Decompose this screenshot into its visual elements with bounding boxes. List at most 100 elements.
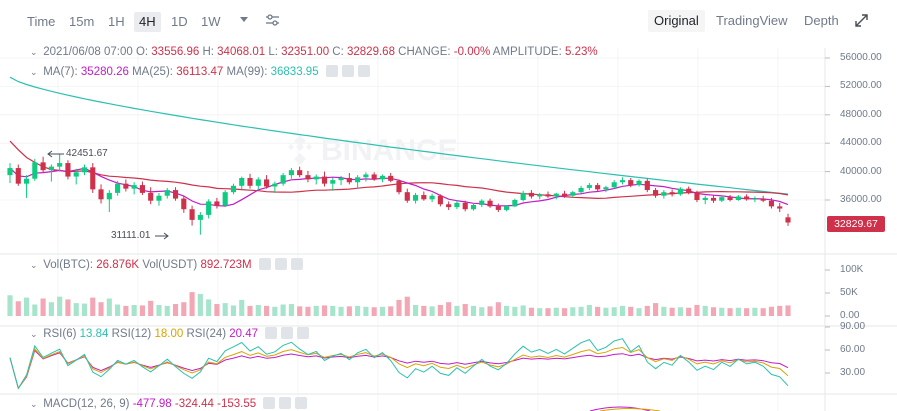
settings-icon[interactable]: [274, 258, 287, 270]
chevron-down-icon[interactable]: ⌄: [30, 47, 38, 57]
volume-bar: [288, 304, 294, 316]
volume-bar: [512, 306, 518, 316]
candle-body: [40, 162, 46, 171]
close-icon[interactable]: [290, 258, 303, 270]
volume-bar: [553, 307, 559, 316]
volume-bar: [785, 305, 791, 316]
candle-body: [479, 200, 485, 205]
volume-bar: [561, 308, 568, 316]
volume-bar: [388, 306, 394, 316]
toolbar: Time 15m 1H 4H 1D 1W Original TradingVie…: [0, 0, 897, 40]
settings-icon[interactable]: [279, 397, 292, 409]
candle-body: [189, 209, 195, 220]
eye-icon[interactable]: [258, 258, 271, 270]
candle-body: [7, 168, 13, 176]
candle-body: [264, 179, 270, 187]
candle-body: [710, 197, 717, 201]
eye-icon[interactable]: [325, 65, 338, 77]
settings-icon[interactable]: [341, 65, 354, 77]
vol-usdt-label: Vol(USDT): [142, 259, 198, 271]
annotation-arrows: [47, 150, 169, 240]
interval-1h[interactable]: 1H: [108, 14, 125, 29]
candle-body: [131, 185, 137, 189]
volume-bar: [454, 305, 460, 316]
candle-body: [15, 168, 21, 184]
chevron-down-icon[interactable]: ⌄: [30, 399, 38, 409]
chart-canvas[interactable]: BINANCE: [0, 40, 897, 411]
volume-bar: [338, 306, 344, 316]
axis-tick-label: 0.00: [840, 310, 860, 321]
macd-dea-line: [599, 408, 661, 411]
candle-body: [669, 192, 675, 195]
volume-bar: [470, 305, 477, 316]
interval-1w[interactable]: 1W: [201, 14, 221, 29]
candle-body: [23, 178, 30, 184]
volume-bar: [603, 307, 609, 316]
axis-tick-label: 50K: [840, 287, 858, 298]
candle-body: [106, 192, 112, 200]
ma99-value: 36833.95: [270, 66, 319, 78]
vol-usdt-value: 892.723M: [200, 259, 252, 271]
candle-body: [537, 194, 543, 197]
candle-body: [379, 175, 386, 180]
candle-body: [487, 200, 493, 207]
interval-4h[interactable]: 4H: [134, 12, 161, 32]
chevron-down-icon[interactable]: ⌄: [30, 260, 38, 270]
volume-bar: [272, 306, 278, 316]
settings-icon[interactable]: [281, 327, 294, 339]
interval-time[interactable]: Time: [27, 14, 56, 29]
candle-body: [156, 195, 162, 201]
volume-bar: [330, 305, 336, 316]
volume-bar: [495, 302, 501, 316]
fullscreen-icon[interactable]: [855, 14, 868, 27]
chevron-down-icon[interactable]: ⌄: [30, 67, 38, 77]
volume-bar: [206, 299, 212, 316]
candle-body: [305, 175, 311, 180]
close-icon[interactable]: [297, 327, 310, 339]
macd-dif-line: [589, 406, 651, 411]
candle-body: [321, 176, 328, 184]
volume-bar: [412, 304, 419, 316]
rsi12-line: [9, 346, 789, 390]
volume-bar: [172, 304, 179, 316]
candle-body: [197, 214, 203, 220]
volume-bar: [537, 308, 543, 316]
indicator-settings-icon[interactable]: [265, 13, 280, 27]
view-original[interactable]: Original: [648, 10, 705, 32]
close-icon[interactable]: [357, 65, 370, 77]
volume-bar: [280, 304, 286, 316]
eye-icon[interactable]: [265, 327, 278, 339]
candle-body: [388, 175, 394, 181]
volume-bar: [239, 299, 245, 316]
volume-bar: [98, 302, 104, 316]
view-depth[interactable]: Depth: [804, 13, 839, 28]
ma7-value: 35280.26: [80, 66, 129, 78]
rsi12-label: RSI(12): [111, 328, 152, 340]
candle-body: [239, 177, 245, 186]
interval-15m[interactable]: 15m: [69, 14, 95, 29]
ma25-value: 36113.47: [176, 66, 224, 78]
rsi24-label: RSI(24): [186, 328, 227, 340]
candle-body: [586, 185, 592, 188]
axis-tick-label: 100K: [840, 264, 864, 275]
interval-dropdown-icon[interactable]: [239, 16, 249, 24]
candle-body: [355, 177, 361, 183]
candle-body: [181, 198, 187, 210]
volume-bar: [23, 297, 30, 316]
view-tradingview[interactable]: TradingView: [716, 13, 788, 28]
volume-bar: [73, 303, 79, 316]
candle-body: [288, 170, 294, 176]
volume-bar: [719, 307, 725, 316]
volume-bar: [65, 299, 71, 316]
eye-icon[interactable]: [263, 397, 276, 409]
interval-1d[interactable]: 1D: [171, 14, 188, 29]
candle-body: [611, 182, 617, 188]
volume-bar: [677, 307, 683, 316]
volume-bars: [7, 292, 791, 316]
volume-bar: [636, 308, 642, 316]
chevron-down-icon[interactable]: ⌄: [30, 329, 38, 339]
close-icon[interactable]: [295, 397, 308, 409]
rsi-lines: [9, 338, 789, 390]
volume-bar: [429, 306, 435, 316]
candle-body: [727, 197, 733, 200]
